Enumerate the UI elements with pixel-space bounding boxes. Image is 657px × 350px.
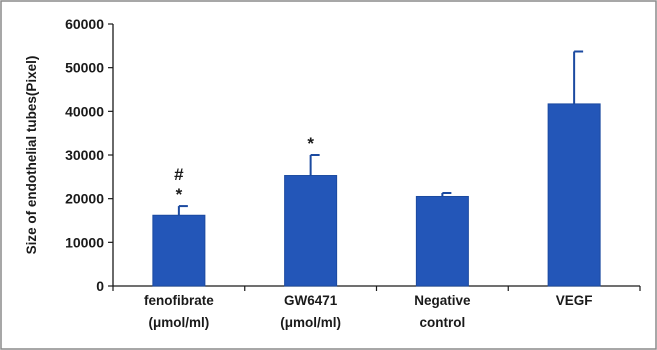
x-tick-label: VEGF — [556, 293, 593, 308]
y-tick-label: 0 — [96, 278, 104, 294]
significance-marker: # — [174, 165, 184, 184]
x-tick-label: (μmol/ml) — [280, 315, 341, 330]
x-tick-label: fenofibrate — [144, 293, 214, 308]
bar-3 — [547, 103, 601, 287]
y-tick-label: 10000 — [65, 234, 104, 250]
y-axis-label: Size of endothelial tubes(Pixel) — [24, 56, 39, 255]
y-tick-label: 40000 — [65, 103, 104, 119]
bar-2 — [415, 195, 469, 287]
significance-marker: * — [176, 185, 183, 204]
bar-0 — [152, 214, 206, 287]
y-tick-label: 50000 — [65, 60, 104, 76]
significance-marker: * — [307, 134, 314, 153]
x-tick-label: control — [420, 315, 466, 330]
x-tick-label: Negative — [414, 293, 471, 308]
y-tick-label: 60000 — [65, 16, 104, 32]
x-tick-label: (μmol/ml) — [148, 315, 209, 330]
y-tick-label: 20000 — [65, 191, 104, 207]
y-tick-label: 30000 — [65, 147, 104, 163]
plot-area: 0100002000030000400005000060000*#fenofib… — [65, 16, 641, 330]
bar-1 — [284, 175, 338, 287]
x-tick-label: GW6471 — [284, 293, 338, 308]
